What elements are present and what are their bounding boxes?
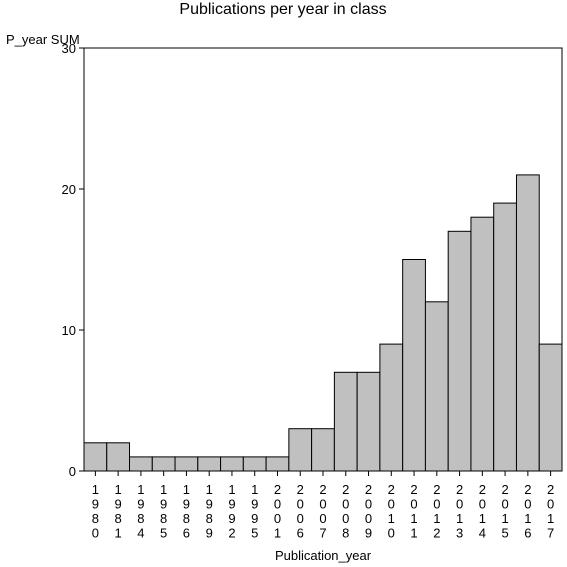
bar-2010 — [379, 343, 404, 472]
bar-2008 — [333, 371, 358, 472]
bar-2012 — [424, 301, 449, 472]
bar-2016 — [515, 174, 540, 472]
bar-2013 — [447, 230, 472, 472]
bar-2017 — [538, 343, 563, 472]
bar-2015 — [493, 202, 517, 472]
bar-1984 — [129, 456, 153, 472]
y-axis-label: P_year SUM — [6, 32, 80, 47]
bar-1995 — [242, 456, 267, 472]
bar-1986 — [174, 456, 199, 472]
chart-title: Publications per year in class — [179, 1, 386, 18]
bar-2009 — [356, 371, 381, 472]
bar-1985 — [151, 456, 176, 472]
bar-1980 — [83, 442, 108, 472]
y-axis: 0 10 20 30 — [62, 41, 84, 479]
bar-2011 — [402, 259, 426, 472]
bar-2006 — [288, 428, 313, 472]
x-axis-label: Publication_year — [275, 548, 372, 563]
x-axis: 1 9 8 0 1 9 8 1 1 9 8 4 1 9 8 5 1 9 8 6 1 9 8 9 1 9 9 2 1 9 9 5 2 0 0 1 2 0 0 6… — [92, 471, 554, 541]
bars-group — [83, 174, 563, 472]
bar-2001 — [265, 456, 290, 472]
y-tick-label-20: 20 — [62, 182, 76, 197]
bar-1989 — [197, 456, 222, 472]
bar-2007 — [311, 428, 335, 472]
bar-1981 — [106, 442, 131, 472]
bar-2014 — [470, 216, 495, 472]
bar-1992 — [220, 456, 244, 472]
y-tick-label-30: 30 — [62, 41, 76, 56]
y-tick-label-0: 0 — [69, 464, 76, 479]
y-tick-label-10: 10 — [62, 323, 76, 338]
